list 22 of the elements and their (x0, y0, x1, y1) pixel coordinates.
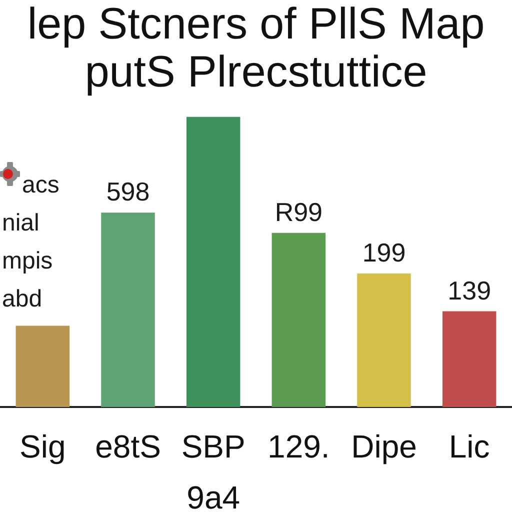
bar (16, 326, 70, 407)
x-tick-label: Sig (20, 428, 66, 464)
annotation: nial (2, 210, 40, 237)
annotation: R99 (274, 197, 323, 228)
bar (357, 274, 411, 407)
x-tick-label: SBP 9a4 (181, 428, 246, 512)
annotation: 139 (448, 275, 492, 306)
annotation: 598 (106, 176, 150, 207)
x-tick-label: 129. (268, 428, 330, 464)
annotation: abd (2, 286, 42, 313)
x-tick-label: e8tS (95, 428, 161, 464)
x-tick-label: Dipe (351, 428, 417, 464)
bar (101, 212, 155, 407)
annotation: 199 (362, 238, 406, 268)
bar (442, 311, 496, 407)
bar (186, 116, 240, 407)
annotation: acs (22, 172, 60, 199)
x-tick-label: Lic (448, 428, 490, 464)
chart-title: lep Stcners of PllS Map (27, 0, 485, 48)
chart-subtitle: putS Plrecstuttice (84, 48, 428, 97)
bar (272, 232, 326, 407)
annotation: mpis (2, 248, 53, 275)
